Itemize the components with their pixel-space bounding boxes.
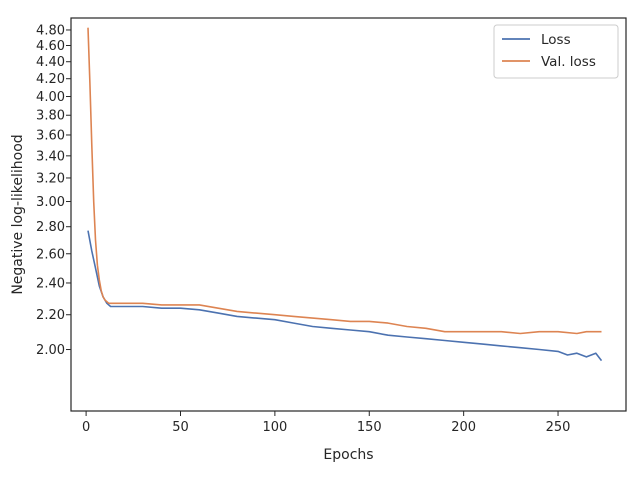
y-tick-label: 2.40: [36, 276, 65, 291]
x-tick-label: 250: [546, 420, 571, 435]
y-tick-label: 3.40: [36, 149, 65, 164]
x-tick-label: 50: [172, 420, 189, 435]
x-tick-label: 0: [82, 420, 90, 435]
y-tick-label: 4.80: [36, 23, 65, 38]
y-tick-label: 2.80: [36, 220, 65, 235]
y-tick-label: 3.00: [36, 195, 65, 210]
y-tick-label: 4.00: [36, 90, 65, 105]
y-tick-label: 2.00: [36, 343, 65, 358]
legend: Loss Val. loss: [493, 24, 619, 79]
y-tick-label: 2.60: [36, 247, 65, 262]
y-tick-label: 2.20: [36, 308, 65, 323]
y-tick-label: 3.20: [36, 171, 65, 186]
series-line-val-loss: [87, 27, 602, 335]
series-line-loss: [87, 230, 603, 362]
y-tick-label: 4.60: [36, 39, 65, 54]
legend-label: Val. loss: [541, 54, 596, 70]
plot-frame: [70, 17, 627, 412]
x-tick-label: 150: [357, 420, 382, 435]
x-tick-label: 200: [451, 420, 476, 435]
y-tick-label: 4.20: [36, 72, 65, 87]
x-axis-label: Epochs: [323, 447, 373, 463]
y-tick-label: 3.60: [36, 128, 65, 143]
x-tick-label: 100: [262, 420, 287, 435]
legend-label: Loss: [541, 32, 571, 48]
y-tick-label: 4.40: [36, 55, 65, 70]
y-tick-label: 3.80: [36, 109, 65, 124]
y-axis-label: Negative log-likelihood: [10, 134, 26, 294]
